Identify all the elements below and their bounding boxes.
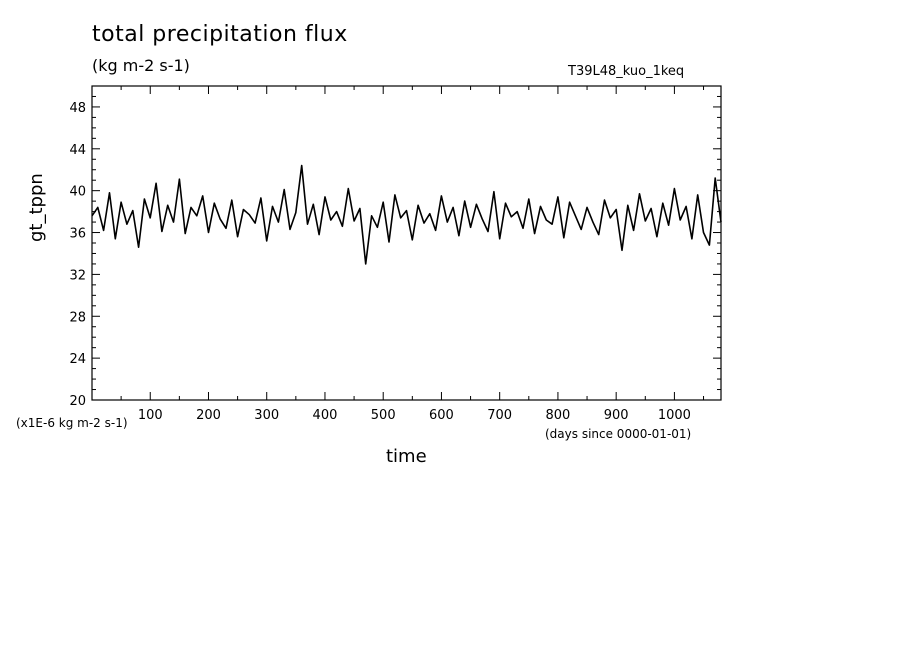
x-tick-label: 500 <box>371 408 396 423</box>
x-tick-label: 800 <box>546 408 571 423</box>
x-tick-label: 1000 <box>658 408 691 423</box>
y-tick-label: 44 <box>69 143 86 158</box>
x-tick-label: 600 <box>429 408 454 423</box>
series-line <box>91 164 722 265</box>
run-name: T39L48_kuo_1keq <box>568 64 685 79</box>
y-tick-label: 36 <box>69 227 86 242</box>
y-tick-label: 24 <box>69 352 86 367</box>
y-tick-label: 32 <box>69 268 86 283</box>
plot-frame <box>91 85 722 401</box>
x-tick-label: 100 <box>138 408 163 423</box>
x-axis-label: time <box>386 446 427 467</box>
y-tick-label: 40 <box>69 185 86 200</box>
y-scale-note: (x1E-6 kg m-2 s-1) <box>16 416 128 430</box>
x-tick-label: 300 <box>254 408 279 423</box>
chart-title: total precipitation flux <box>92 22 348 47</box>
x-tick-label: 900 <box>604 408 629 423</box>
x-tick-label: 400 <box>313 408 338 423</box>
y-tick-label: 48 <box>69 101 86 116</box>
y-tick-label: 28 <box>69 310 86 325</box>
x-scale-note: (days since 0000-01-01) <box>545 427 692 441</box>
x-tick-label: 700 <box>487 408 512 423</box>
chart-units: (kg m-2 s-1) <box>92 56 190 75</box>
x-tick-label: 200 <box>196 408 221 423</box>
y-tick-label: 20 <box>69 394 86 409</box>
